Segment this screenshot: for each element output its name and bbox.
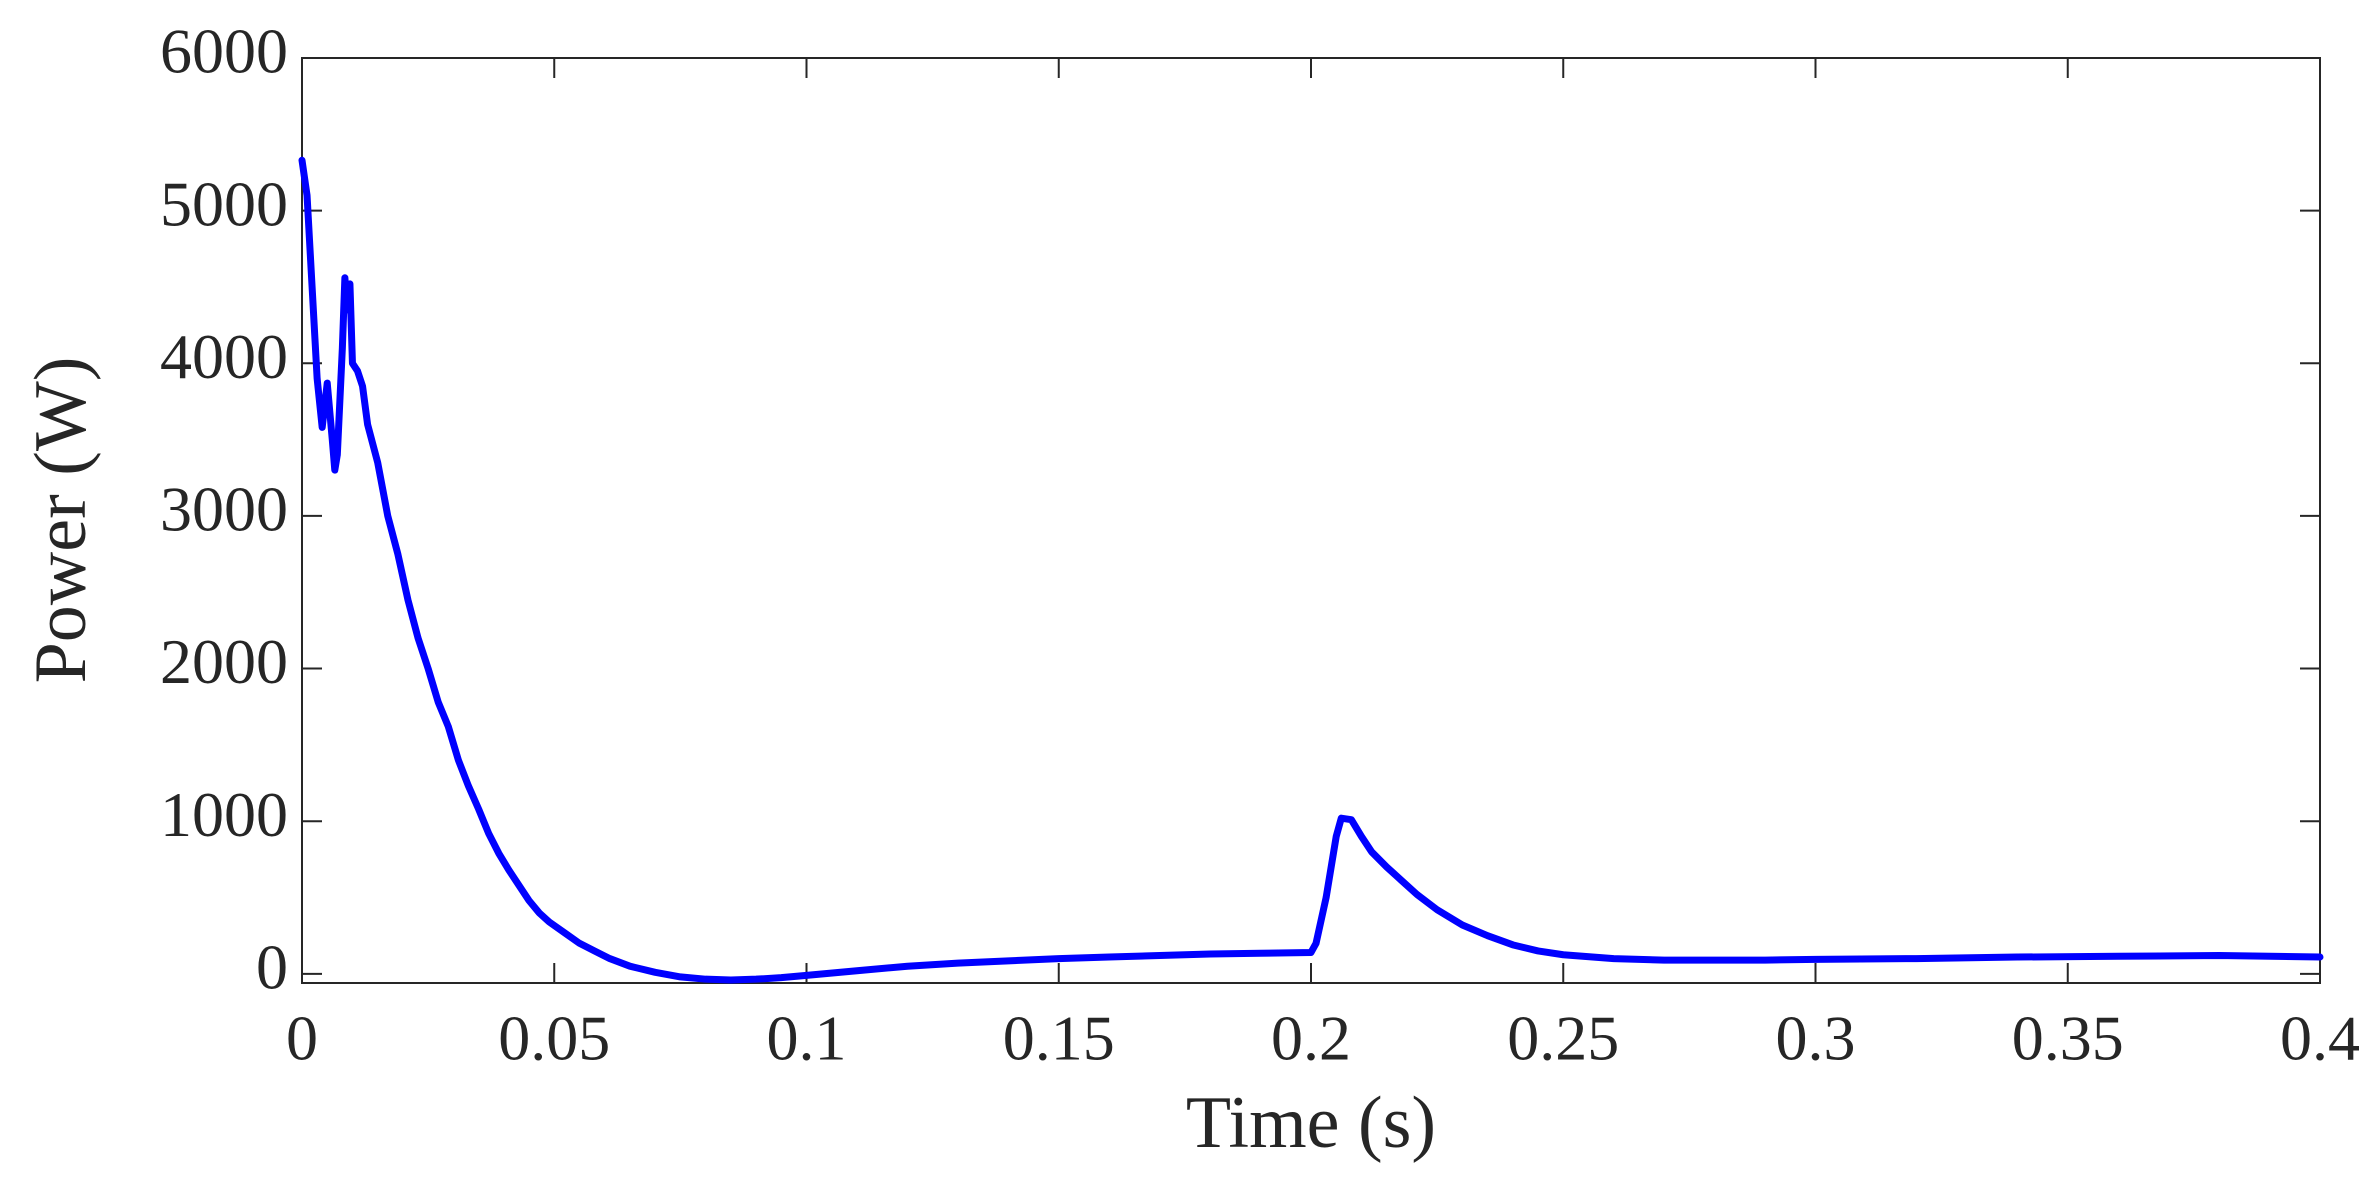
x-tick-label: 0.05 (498, 1003, 610, 1074)
y-tick-label: 2000 (160, 626, 288, 697)
y-axis-title: Power (W) (20, 357, 102, 684)
y-tick-label: 4000 (160, 321, 288, 392)
plot-frame (301, 57, 2321, 984)
y-tick-label: 5000 (160, 168, 288, 239)
x-axis-title: Time (s) (1186, 1082, 1436, 1164)
x-tick-label: 0 (286, 1003, 318, 1074)
y-tick-label: 1000 (160, 779, 288, 850)
x-tick-label: 0.3 (1776, 1003, 1856, 1074)
y-tick-label: 0 (256, 932, 288, 1003)
x-tick-label: 0.1 (767, 1003, 847, 1074)
x-tick-label: 0.35 (2012, 1003, 2124, 1074)
x-tick-label: 0.15 (1003, 1003, 1115, 1074)
y-tick-label: 3000 (160, 474, 288, 545)
x-tick-label: 0.25 (1507, 1003, 1619, 1074)
x-tick-label: 0.4 (2280, 1003, 2360, 1074)
y-tick-label: 6000 (160, 16, 288, 87)
data-line (298, 156, 2324, 984)
x-tick-label: 0.2 (1271, 1003, 1351, 1074)
